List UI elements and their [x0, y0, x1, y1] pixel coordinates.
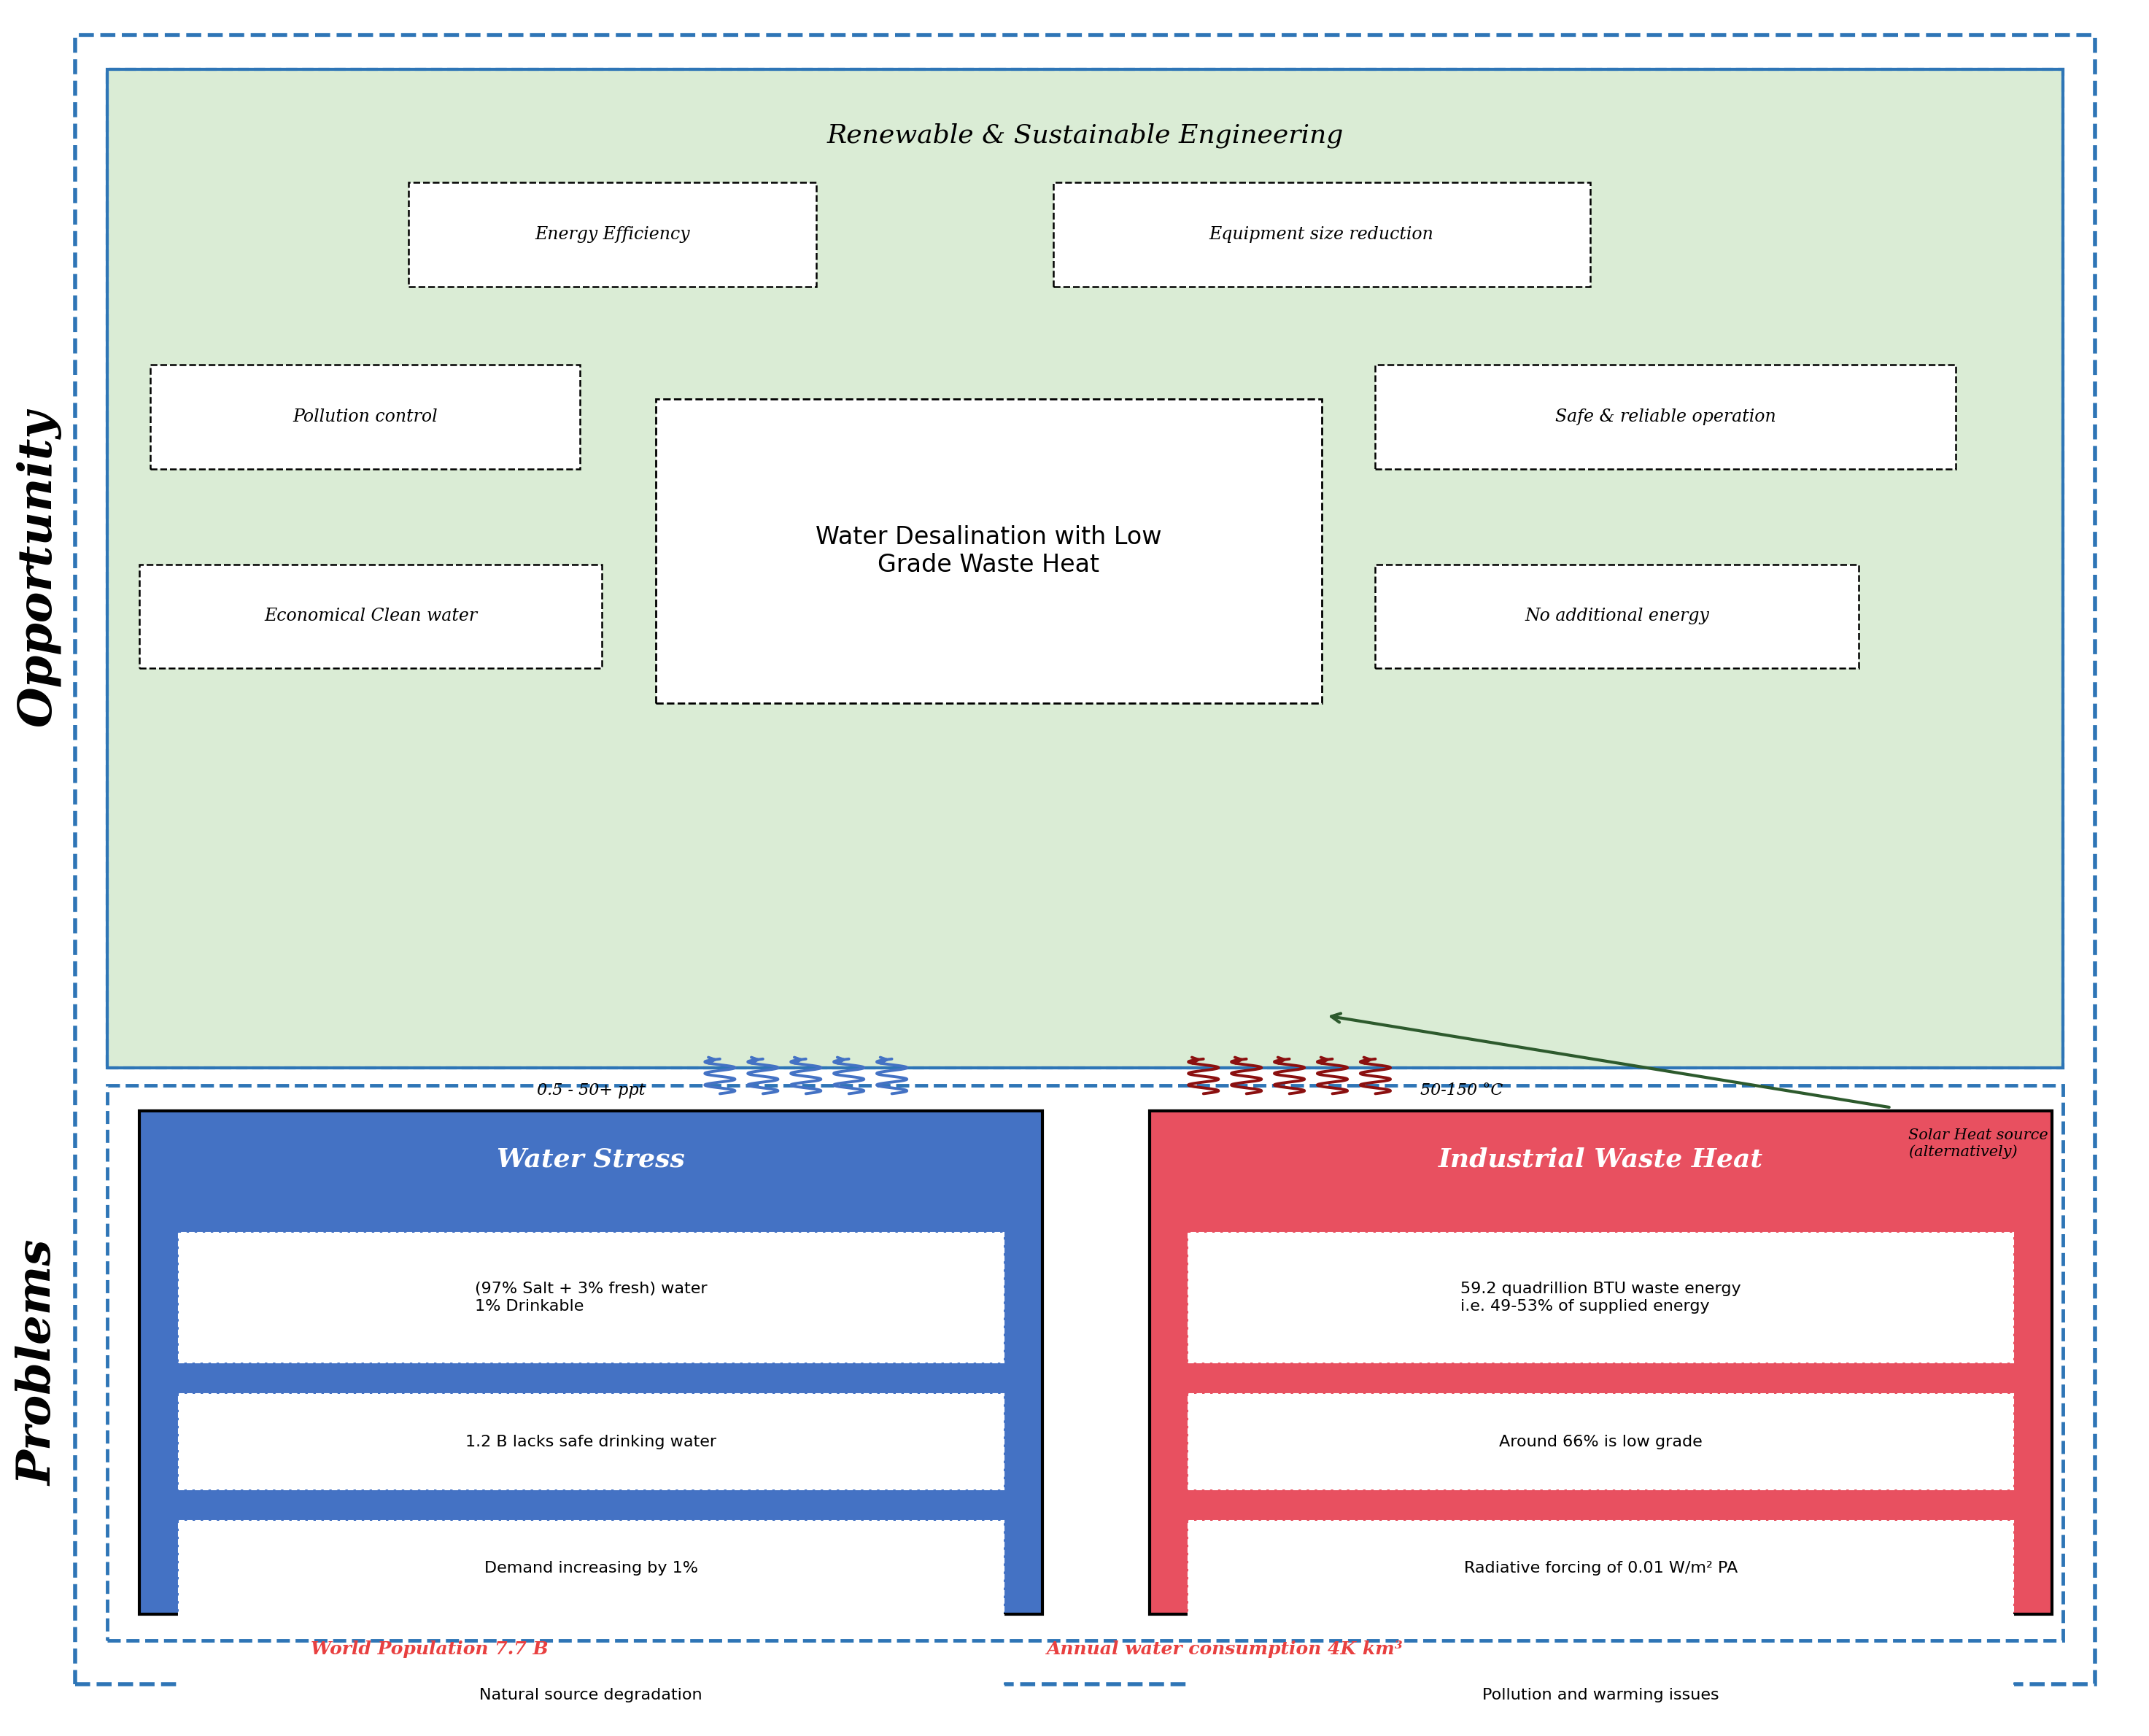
FancyBboxPatch shape [107, 69, 2063, 1068]
Text: Water Stress: Water Stress [496, 1147, 686, 1172]
FancyBboxPatch shape [150, 365, 580, 469]
Text: No additional energy: No additional energy [1526, 608, 1708, 625]
Text: (97% Salt + 3% fresh) water
1% Drinkable: (97% Salt + 3% fresh) water 1% Drinkable [475, 1281, 707, 1314]
Text: Energy Efficiency: Energy Efficiency [535, 226, 690, 243]
FancyBboxPatch shape [178, 1521, 1004, 1616]
Text: 1.2 B lacks safe drinking water: 1.2 B lacks safe drinking water [466, 1434, 716, 1450]
FancyBboxPatch shape [1150, 1111, 2052, 1614]
FancyBboxPatch shape [408, 182, 817, 286]
Text: Solar Heat source
(alternatively): Solar Heat source (alternatively) [1908, 1128, 2048, 1160]
Text: Pollution control: Pollution control [292, 408, 438, 425]
FancyBboxPatch shape [107, 1085, 2063, 1641]
FancyBboxPatch shape [1375, 564, 1859, 668]
FancyBboxPatch shape [178, 1233, 1004, 1363]
FancyBboxPatch shape [1188, 1233, 2014, 1363]
Text: Pollution and warming issues: Pollution and warming issues [1483, 1687, 1719, 1703]
FancyBboxPatch shape [1375, 365, 1956, 469]
FancyBboxPatch shape [178, 1394, 1004, 1489]
Text: Economical Clean water: Economical Clean water [264, 608, 477, 625]
Text: Around 66% is low grade: Around 66% is low grade [1500, 1434, 1702, 1450]
Text: 59.2 quadrillion BTU waste energy
i.e. 49-53% of supplied energy: 59.2 quadrillion BTU waste energy i.e. 4… [1461, 1281, 1741, 1314]
FancyBboxPatch shape [178, 1647, 1004, 1736]
Text: Annual water consumption 4K km³: Annual water consumption 4K km³ [1047, 1641, 1403, 1658]
Text: Equipment size reduction: Equipment size reduction [1210, 226, 1433, 243]
FancyBboxPatch shape [1053, 182, 1590, 286]
Text: Safe & reliable operation: Safe & reliable operation [1556, 408, 1775, 425]
FancyBboxPatch shape [1188, 1394, 2014, 1489]
Text: Problems: Problems [17, 1240, 60, 1486]
FancyBboxPatch shape [655, 399, 1322, 703]
FancyBboxPatch shape [140, 1111, 1042, 1614]
Text: Industrial Waste Heat: Industrial Waste Heat [1438, 1147, 1764, 1172]
Text: Radiative forcing of 0.01 W/m² PA: Radiative forcing of 0.01 W/m² PA [1463, 1561, 1739, 1576]
Text: Water Desalination with Low
Grade Waste Heat: Water Desalination with Low Grade Waste … [814, 526, 1163, 576]
Text: 0.5 - 50+ ppt: 0.5 - 50+ ppt [537, 1082, 645, 1099]
FancyBboxPatch shape [75, 35, 2095, 1684]
Text: Natural source degradation: Natural source degradation [479, 1687, 703, 1703]
FancyBboxPatch shape [1188, 1647, 2014, 1736]
Text: Opportunity: Opportunity [15, 410, 62, 727]
Text: World Population 7.7 B: World Population 7.7 B [312, 1641, 548, 1658]
Text: Demand increasing by 1%: Demand increasing by 1% [484, 1561, 698, 1576]
FancyBboxPatch shape [1188, 1521, 2014, 1616]
Text: 50-150 °C: 50-150 °C [1420, 1082, 1502, 1099]
Text: Renewable & Sustainable Engineering: Renewable & Sustainable Engineering [827, 123, 1343, 148]
FancyBboxPatch shape [140, 564, 602, 668]
